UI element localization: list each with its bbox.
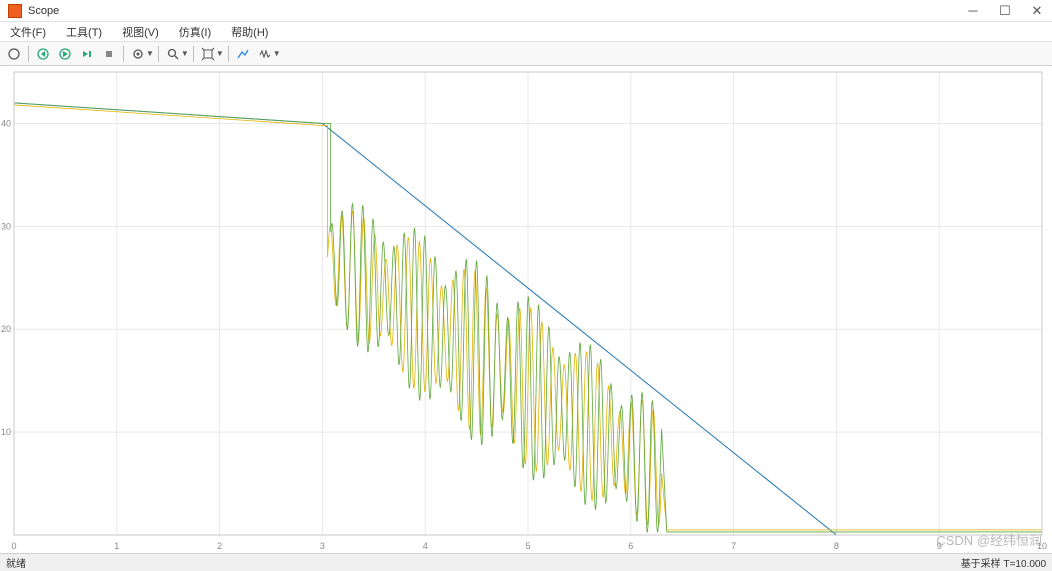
statusbar: 就绪 基于采样 T=10.000 xyxy=(0,553,1052,571)
svg-text:7: 7 xyxy=(731,541,736,551)
svg-text:10: 10 xyxy=(1037,541,1047,551)
zoom-icon[interactable] xyxy=(163,44,183,64)
autoscale-dropdown[interactable]: ▼ xyxy=(198,44,224,64)
signal-icon[interactable] xyxy=(255,44,275,64)
scope-window: Scope ─ ☐ ✕ 文件(F) 工具(T) 视图(V) 仿真(I) 帮助(H… xyxy=(0,0,1052,571)
menu-help[interactable]: 帮助(H) xyxy=(227,22,272,42)
toolbar-separator xyxy=(193,46,194,62)
svg-text:1: 1 xyxy=(114,541,119,551)
chevron-down-icon: ▼ xyxy=(181,49,189,58)
print-button[interactable] xyxy=(4,44,24,64)
scope-chart: 0 1 2 3 4 5 6 7 8 9 10 10 20 30 40 xyxy=(0,66,1052,553)
svg-text:9: 9 xyxy=(937,541,942,551)
stop-button[interactable] xyxy=(99,44,119,64)
svg-text:40: 40 xyxy=(1,118,11,128)
svg-text:10: 10 xyxy=(1,427,11,437)
plot-area[interactable]: 0 1 2 3 4 5 6 7 8 9 10 10 20 30 40 xyxy=(0,66,1052,553)
menu-file[interactable]: 文件(F) xyxy=(6,22,50,42)
signal-dropdown[interactable]: ▼ xyxy=(255,44,281,64)
svg-text:2: 2 xyxy=(217,541,222,551)
close-button[interactable]: ✕ xyxy=(1030,4,1044,18)
chevron-down-icon: ▼ xyxy=(146,49,154,58)
svg-text:0: 0 xyxy=(11,541,16,551)
app-icon xyxy=(8,4,22,18)
toolbar-separator xyxy=(158,46,159,62)
toolbar: ▼ ▼ ▼ ▼ xyxy=(0,42,1052,66)
titlebar: Scope ─ ☐ ✕ xyxy=(0,0,1052,22)
svg-text:8: 8 xyxy=(834,541,839,551)
status-time: 基于采样 T=10.000 xyxy=(961,555,1046,570)
minimize-button[interactable]: ─ xyxy=(966,4,980,18)
svg-text:30: 30 xyxy=(1,221,11,231)
menu-simulation[interactable]: 仿真(I) xyxy=(175,22,215,42)
window-controls: ─ ☐ ✕ xyxy=(966,4,1044,18)
chevron-down-icon: ▼ xyxy=(216,49,224,58)
maximize-button[interactable]: ☐ xyxy=(998,4,1012,18)
svg-text:20: 20 xyxy=(1,324,11,334)
step-back-button[interactable] xyxy=(33,44,53,64)
zoom-dropdown[interactable]: ▼ xyxy=(163,44,189,64)
status-text: 就绪 xyxy=(6,555,961,570)
toolbar-separator xyxy=(123,46,124,62)
menu-view[interactable]: 视图(V) xyxy=(118,22,163,42)
cursor-measure-button[interactable] xyxy=(233,44,253,64)
settings-dropdown[interactable]: ▼ xyxy=(128,44,154,64)
settings-icon[interactable] xyxy=(128,44,148,64)
svg-text:5: 5 xyxy=(525,541,530,551)
svg-text:3: 3 xyxy=(320,541,325,551)
svg-text:4: 4 xyxy=(423,541,428,551)
toolbar-separator xyxy=(228,46,229,62)
svg-text:6: 6 xyxy=(628,541,633,551)
step-forward-button[interactable] xyxy=(77,44,97,64)
toolbar-separator xyxy=(28,46,29,62)
menubar: 文件(F) 工具(T) 视图(V) 仿真(I) 帮助(H) xyxy=(0,22,1052,42)
chevron-down-icon: ▼ xyxy=(273,49,281,58)
menu-tools[interactable]: 工具(T) xyxy=(62,22,106,42)
autoscale-icon[interactable] xyxy=(198,44,218,64)
play-button[interactable] xyxy=(55,44,75,64)
window-title: Scope xyxy=(28,5,966,17)
